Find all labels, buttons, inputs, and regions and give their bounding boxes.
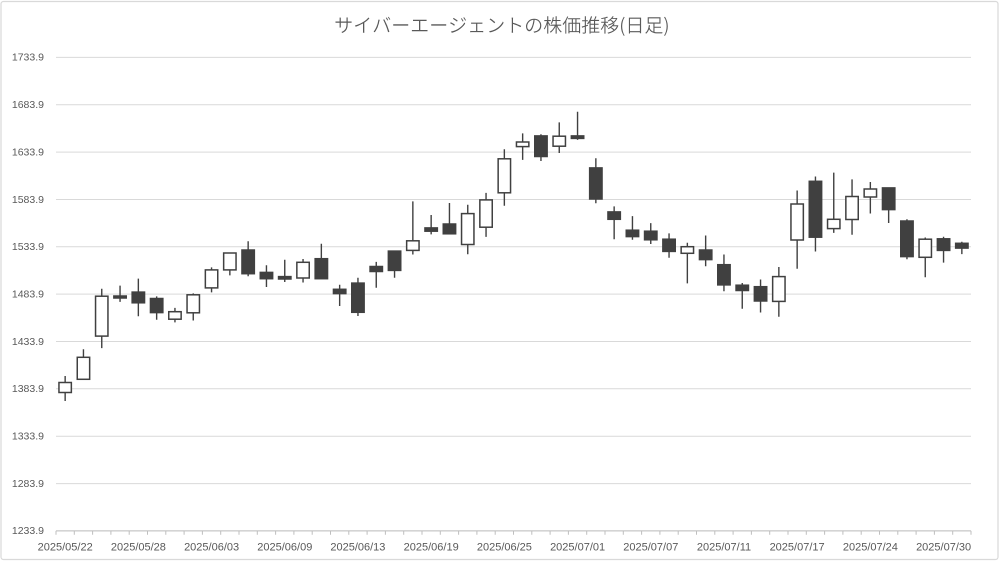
svg-text:2025/07/07: 2025/07/07 <box>623 542 678 554</box>
svg-text:2025/06/25: 2025/06/25 <box>477 542 532 554</box>
svg-text:1733.9: 1733.9 <box>12 52 44 64</box>
svg-text:2025/06/03: 2025/06/03 <box>184 542 239 554</box>
svg-text:2025/07/24: 2025/07/24 <box>843 542 898 554</box>
svg-text:1633.9: 1633.9 <box>12 146 44 158</box>
svg-text:2025/06/19: 2025/06/19 <box>404 542 459 554</box>
svg-text:1233.9: 1233.9 <box>12 525 44 537</box>
svg-text:2025/07/01: 2025/07/01 <box>550 542 605 554</box>
svg-text:1483.9: 1483.9 <box>12 288 44 300</box>
svg-text:2025/07/17: 2025/07/17 <box>770 542 825 554</box>
svg-text:1433.9: 1433.9 <box>12 336 44 348</box>
svg-text:1533.9: 1533.9 <box>12 241 44 253</box>
svg-text:2025/05/22: 2025/05/22 <box>38 542 93 554</box>
svg-text:1383.9: 1383.9 <box>12 383 44 395</box>
svg-text:2025/06/13: 2025/06/13 <box>330 542 385 554</box>
svg-text:2025/05/28: 2025/05/28 <box>111 542 166 554</box>
svg-text:2025/07/11: 2025/07/11 <box>697 542 751 554</box>
svg-text:2025/07/30: 2025/07/30 <box>916 542 971 554</box>
svg-text:2025/06/09: 2025/06/09 <box>257 542 312 554</box>
svg-text:1683.9: 1683.9 <box>12 99 44 111</box>
svg-text:1283.9: 1283.9 <box>12 478 44 490</box>
svg-text:1333.9: 1333.9 <box>12 431 44 443</box>
svg-text:1583.9: 1583.9 <box>12 194 44 206</box>
